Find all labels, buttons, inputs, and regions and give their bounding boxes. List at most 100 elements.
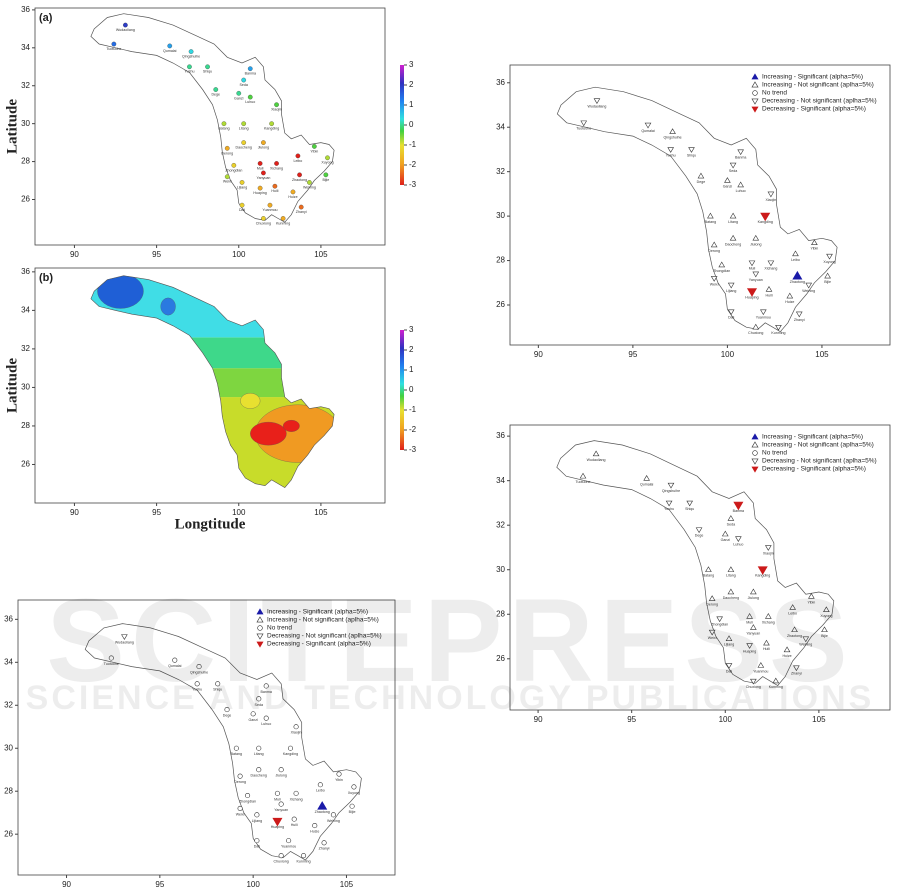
- station-dot: [241, 121, 247, 127]
- station-dot: [274, 161, 279, 166]
- station-dot: [261, 140, 266, 145]
- station-name: Leibo: [316, 789, 325, 793]
- trend-symbol: [792, 270, 803, 280]
- trend-symbol: [751, 81, 759, 88]
- station-name: Zhanyi: [794, 318, 805, 322]
- trend-symbol: [729, 212, 737, 219]
- trend-symbol: [286, 838, 292, 844]
- station-name: Lijiang: [724, 643, 734, 647]
- trend-symbol: [750, 624, 757, 630]
- trend-symbol: [707, 212, 714, 219]
- legend-label: Increasing - Significant (alpha=5%): [267, 609, 368, 616]
- station-name: Yushu: [664, 507, 674, 511]
- trend-symbol: [757, 566, 768, 575]
- colorbar-label: 1: [409, 100, 414, 109]
- station-dot: [280, 216, 286, 221]
- station-name: Weining: [327, 819, 340, 823]
- station-dot: [261, 170, 266, 176]
- station-name: Kunming: [276, 221, 290, 225]
- trend-symbol: [721, 530, 729, 537]
- station-name: Jiulong: [258, 146, 269, 150]
- y-tick-label: 30: [4, 743, 13, 752]
- station-name: Seda: [255, 703, 263, 707]
- contour-blob: [97, 275, 144, 309]
- trend-symbol: [729, 162, 737, 169]
- station-name: Zhaotong: [292, 178, 307, 182]
- trend-symbol: [317, 801, 328, 810]
- y-tick-label: 34: [4, 657, 13, 666]
- station-dot: [267, 202, 273, 208]
- trend-symbol: [351, 784, 357, 790]
- region-outline: [90, 13, 335, 223]
- station-name: Wudaoliang: [116, 28, 135, 32]
- legend-label: Decreasing - Not significant (aplha=5%): [762, 98, 877, 105]
- station-name: Dali: [254, 845, 260, 849]
- trend-symbol: [263, 683, 269, 689]
- trend-symbol: [196, 664, 202, 670]
- colorbar-label: -2: [409, 160, 417, 169]
- station-name: Weining: [802, 289, 815, 293]
- station-name: Qingshuihe: [182, 55, 200, 59]
- trend-symbol: [254, 812, 260, 818]
- colorbar-label: -3: [409, 445, 417, 454]
- x-tick-label: 105: [314, 250, 328, 259]
- trend-symbol: [172, 657, 178, 663]
- station-name: Yibin: [810, 247, 818, 251]
- station-name: Daocheng: [723, 596, 739, 600]
- trend-symbol: [710, 241, 718, 248]
- station-name: Xichang: [764, 267, 777, 271]
- station-dot: [257, 185, 263, 191]
- contour-blob: [160, 297, 176, 316]
- trend-symbol: [725, 635, 733, 641]
- trend-symbol: [278, 767, 284, 773]
- trend-symbol: [317, 782, 323, 788]
- legend-label: No trend: [762, 90, 787, 97]
- station-name: Wudaoliang: [115, 640, 134, 644]
- trend-symbol: [256, 633, 264, 640]
- trend-symbol: [795, 311, 803, 318]
- station-name: Huili: [766, 293, 773, 297]
- trend-symbol: [272, 817, 283, 827]
- y-tick-label: 26: [21, 460, 30, 469]
- station-name: Huize: [288, 195, 297, 199]
- trend-symbol: [312, 823, 318, 829]
- trend-symbol: [194, 681, 200, 687]
- colorbar-label: 2: [409, 80, 414, 89]
- station-name: Huize: [782, 654, 791, 658]
- trend-symbol: [802, 636, 810, 643]
- contour-fill: [90, 275, 335, 488]
- plot-frame: [17, 599, 396, 876]
- colorbar-label: 2: [409, 345, 414, 354]
- station-dot: [272, 183, 278, 189]
- trend-symbol: [792, 250, 799, 257]
- station-name: Shiqu: [203, 70, 212, 74]
- trend-symbol: [287, 745, 294, 751]
- station-name: Zhongdian: [225, 168, 242, 172]
- trend-symbol: [665, 500, 673, 507]
- trend-symbol: [727, 515, 735, 521]
- y-tick-label: 30: [496, 211, 505, 220]
- trend-symbol: [751, 466, 759, 473]
- y-tick-label: 32: [4, 700, 13, 709]
- trend-symbol: [811, 239, 818, 245]
- station-name: Zhongdian: [239, 799, 256, 803]
- station-name: Lijiang: [726, 289, 736, 293]
- x-tick-label: 100: [232, 250, 246, 259]
- y-tick-label: 32: [21, 81, 30, 90]
- colorbar-label: 0: [409, 385, 414, 394]
- trend-symbol: [821, 626, 828, 633]
- trend-symbol: [751, 98, 759, 105]
- station-name: Batang: [231, 752, 242, 756]
- trend-symbol: [215, 681, 221, 687]
- station-name: Zhaotong: [315, 810, 330, 814]
- trend-symbol: [336, 771, 342, 777]
- map-panel: 90 95 100 105 26 28 30 32 34 36 Wudaoliang Tuotuohe…: [496, 64, 891, 359]
- station-name: Weining: [303, 185, 316, 189]
- x-tick-label: 95: [152, 508, 161, 517]
- trend-symbol: [278, 801, 284, 807]
- y-tick-label: 28: [496, 256, 505, 265]
- legend-label: Decreasing - Not significant (aplha=5%): [267, 633, 382, 640]
- station-name: Leibo: [788, 612, 797, 616]
- station-name: Xichang: [290, 797, 303, 801]
- watermark-title: SCITEPRESS: [46, 575, 854, 707]
